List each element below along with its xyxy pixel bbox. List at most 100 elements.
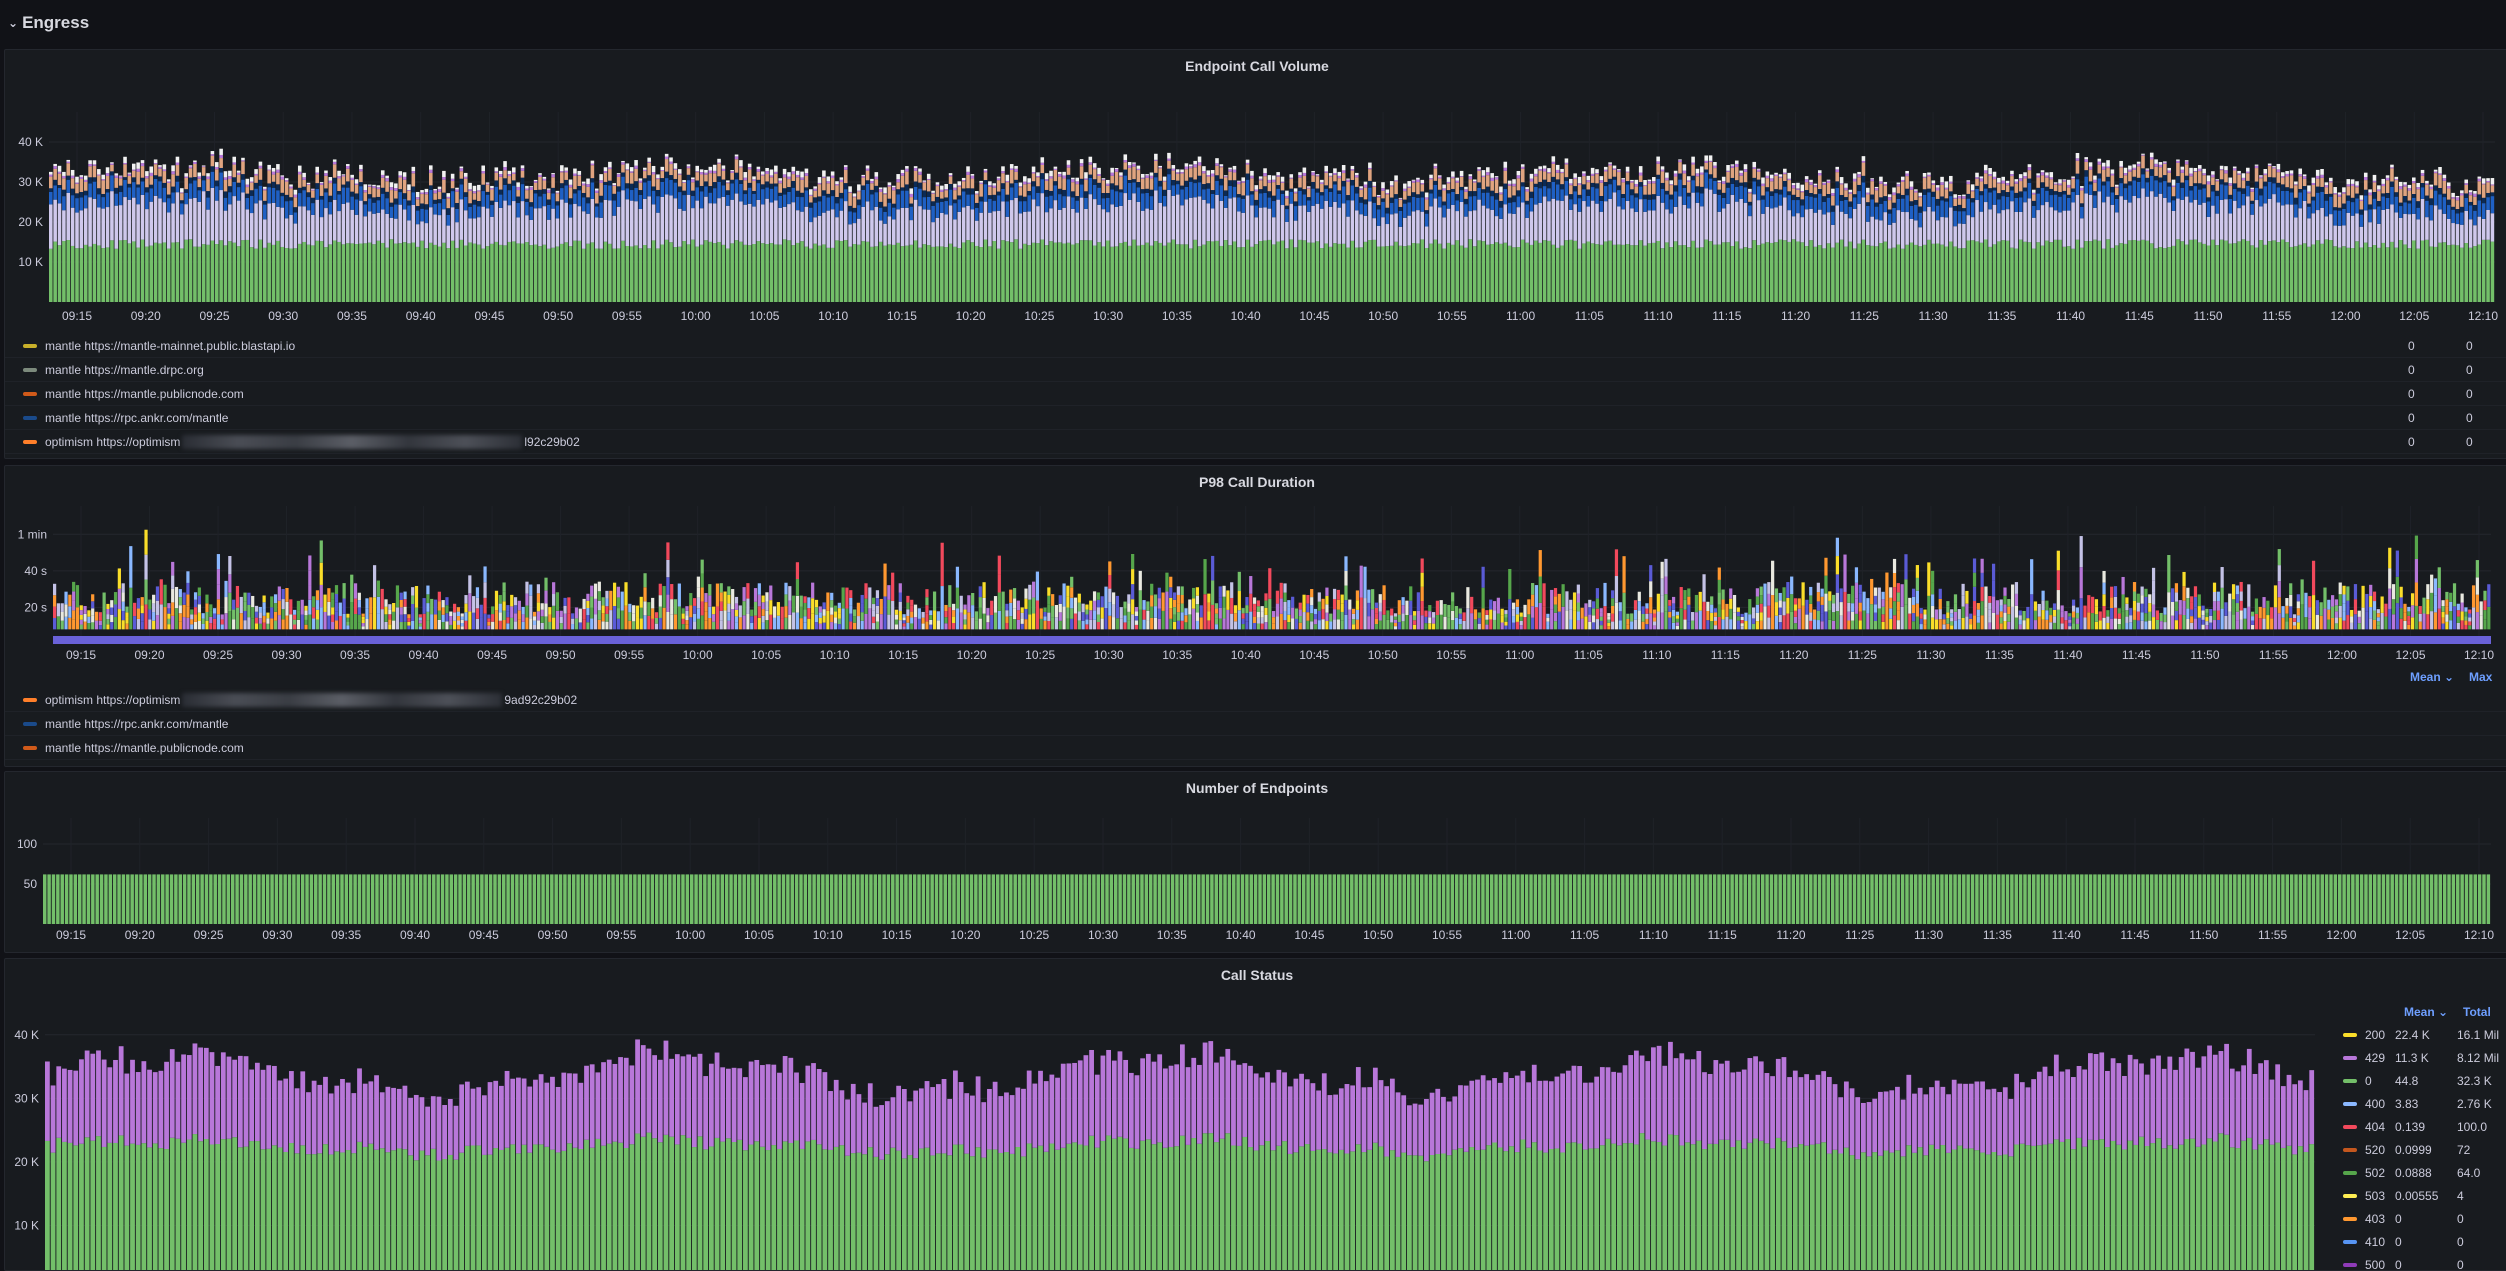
bar-segment <box>1525 200 1529 205</box>
bar-segment <box>2359 247 2364 302</box>
bar-segment <box>1472 196 1477 211</box>
bar-segment <box>1158 186 1163 203</box>
bar-segment <box>2211 184 2215 192</box>
bar-segment <box>175 165 180 176</box>
bar-segment <box>337 194 341 212</box>
bar-segment <box>62 171 66 176</box>
bar-segment <box>2333 187 2337 194</box>
bar-segment <box>525 201 529 216</box>
bar-segment <box>83 175 88 180</box>
bar-segment <box>411 166 416 172</box>
bar-segment <box>800 197 804 212</box>
bar-segment <box>1700 172 1704 175</box>
x-tick-label: 10:10 <box>820 648 850 662</box>
bar-segment <box>1197 165 1202 176</box>
legend-item[interactable]: mantle https://mantle.drpc.org 0 0 <box>5 358 2506 382</box>
bar-segment <box>105 247 110 302</box>
bar-segment <box>1446 181 1451 184</box>
bar-segment <box>2272 183 2276 195</box>
bar-segment <box>734 596 739 604</box>
x-tick-label: 11:00 <box>1505 648 1534 662</box>
bar-segment <box>1062 243 1066 302</box>
bar-segment <box>341 187 346 204</box>
bar-segment <box>1127 180 1132 183</box>
bar-segment <box>2263 203 2268 245</box>
bar-segment <box>342 598 346 614</box>
bar-segment <box>2106 196 2110 240</box>
bar-segment <box>837 602 841 609</box>
bar-segment <box>1555 164 1560 170</box>
bar-segment <box>1267 191 1272 198</box>
bar-segment <box>712 164 717 171</box>
bar-segment <box>590 596 594 608</box>
bar-segment <box>691 239 695 302</box>
bar-segment <box>2071 176 2075 178</box>
bar-segment <box>487 621 491 626</box>
bar-segment <box>1092 199 1097 246</box>
row-header-engress[interactable]: ⌄ Engress <box>0 0 2506 46</box>
bar-segment <box>1354 177 1359 187</box>
bar-segment <box>1079 197 1084 241</box>
bar-segment <box>533 182 538 190</box>
bar-segment <box>57 188 62 204</box>
bar-segment <box>1756 186 1761 201</box>
bar-segment <box>940 189 944 192</box>
bar-segment <box>315 600 320 610</box>
bar-segment <box>2398 189 2403 203</box>
bar-segment <box>1481 177 1486 190</box>
bar-segment <box>905 184 909 191</box>
bar-segment <box>296 619 301 630</box>
bar-segment <box>281 588 285 600</box>
legend-mean: 0 <box>2408 410 2415 425</box>
legend-item[interactable]: mantle https://mantle.publicnode.com 0 0 <box>5 382 2506 406</box>
bar-segment <box>2460 212 2464 225</box>
bar-segment <box>2114 195 2119 199</box>
bar-segment <box>1464 186 1468 190</box>
panel-endpoint-call-volume[interactable]: Endpoint Call Volume 40 K 30 K 20 K 10 K 09:… <box>4 49 2506 459</box>
bar-segment <box>197 187 202 191</box>
bar-segment <box>1424 192 1429 198</box>
legend-item[interactable]: mantle https://mantle-mainnet.public.bla… <box>5 334 2506 358</box>
chevron-down-icon[interactable]: ⌄ <box>8 16 19 30</box>
bar-segment <box>49 191 53 205</box>
bar-segment <box>2062 190 2067 195</box>
bar-segment <box>953 183 957 188</box>
panel-p98-call-duration[interactable]: P98 Call Duration 1 min 40 s 20 s 09:15 09:2… <box>4 465 2506 767</box>
bar-segment <box>1320 208 1324 249</box>
bar-segment <box>140 163 145 167</box>
bar-segment <box>1472 182 1477 192</box>
bar-segment <box>1621 178 1625 180</box>
bar-segment <box>64 616 68 630</box>
bar-segment <box>2040 205 2045 246</box>
bar-segment <box>1922 176 1927 178</box>
bar-segment <box>765 620 769 630</box>
bar-segment <box>2350 215 2355 249</box>
bar-segment <box>1114 171 1119 186</box>
bar-segment <box>459 171 464 179</box>
legend-item[interactable]: mantle https://rpc.ankr.com/mantle 0 0 <box>5 406 2506 430</box>
bar-segment <box>1123 175 1128 194</box>
bar-segment <box>787 179 791 188</box>
bar-segment <box>1433 163 1438 167</box>
bar-segment <box>852 244 857 302</box>
bar-segment <box>1844 199 1848 214</box>
bar-segment <box>551 174 555 178</box>
bar-segment <box>289 184 293 187</box>
legend-item[interactable]: optimism https://optimism l92c29b02 0 0 <box>5 430 2506 454</box>
bar-segment <box>306 185 311 193</box>
bar-segment <box>2215 245 2220 302</box>
bar-segment <box>1734 163 1739 168</box>
bar-segment <box>860 620 864 630</box>
bar-segment <box>1682 173 1687 186</box>
bar-segment <box>1009 164 1014 169</box>
bar-segment <box>860 603 864 613</box>
bar-segment <box>2329 240 2333 302</box>
bar-segment <box>974 191 979 194</box>
bar-segment <box>769 243 774 302</box>
bar-segment <box>769 175 774 178</box>
bar-segment <box>935 184 940 187</box>
bar-segment <box>1429 179 1433 190</box>
bar-segment <box>2486 210 2490 240</box>
bar-segment <box>2412 213 2416 241</box>
bar-segment <box>1040 193 1045 240</box>
